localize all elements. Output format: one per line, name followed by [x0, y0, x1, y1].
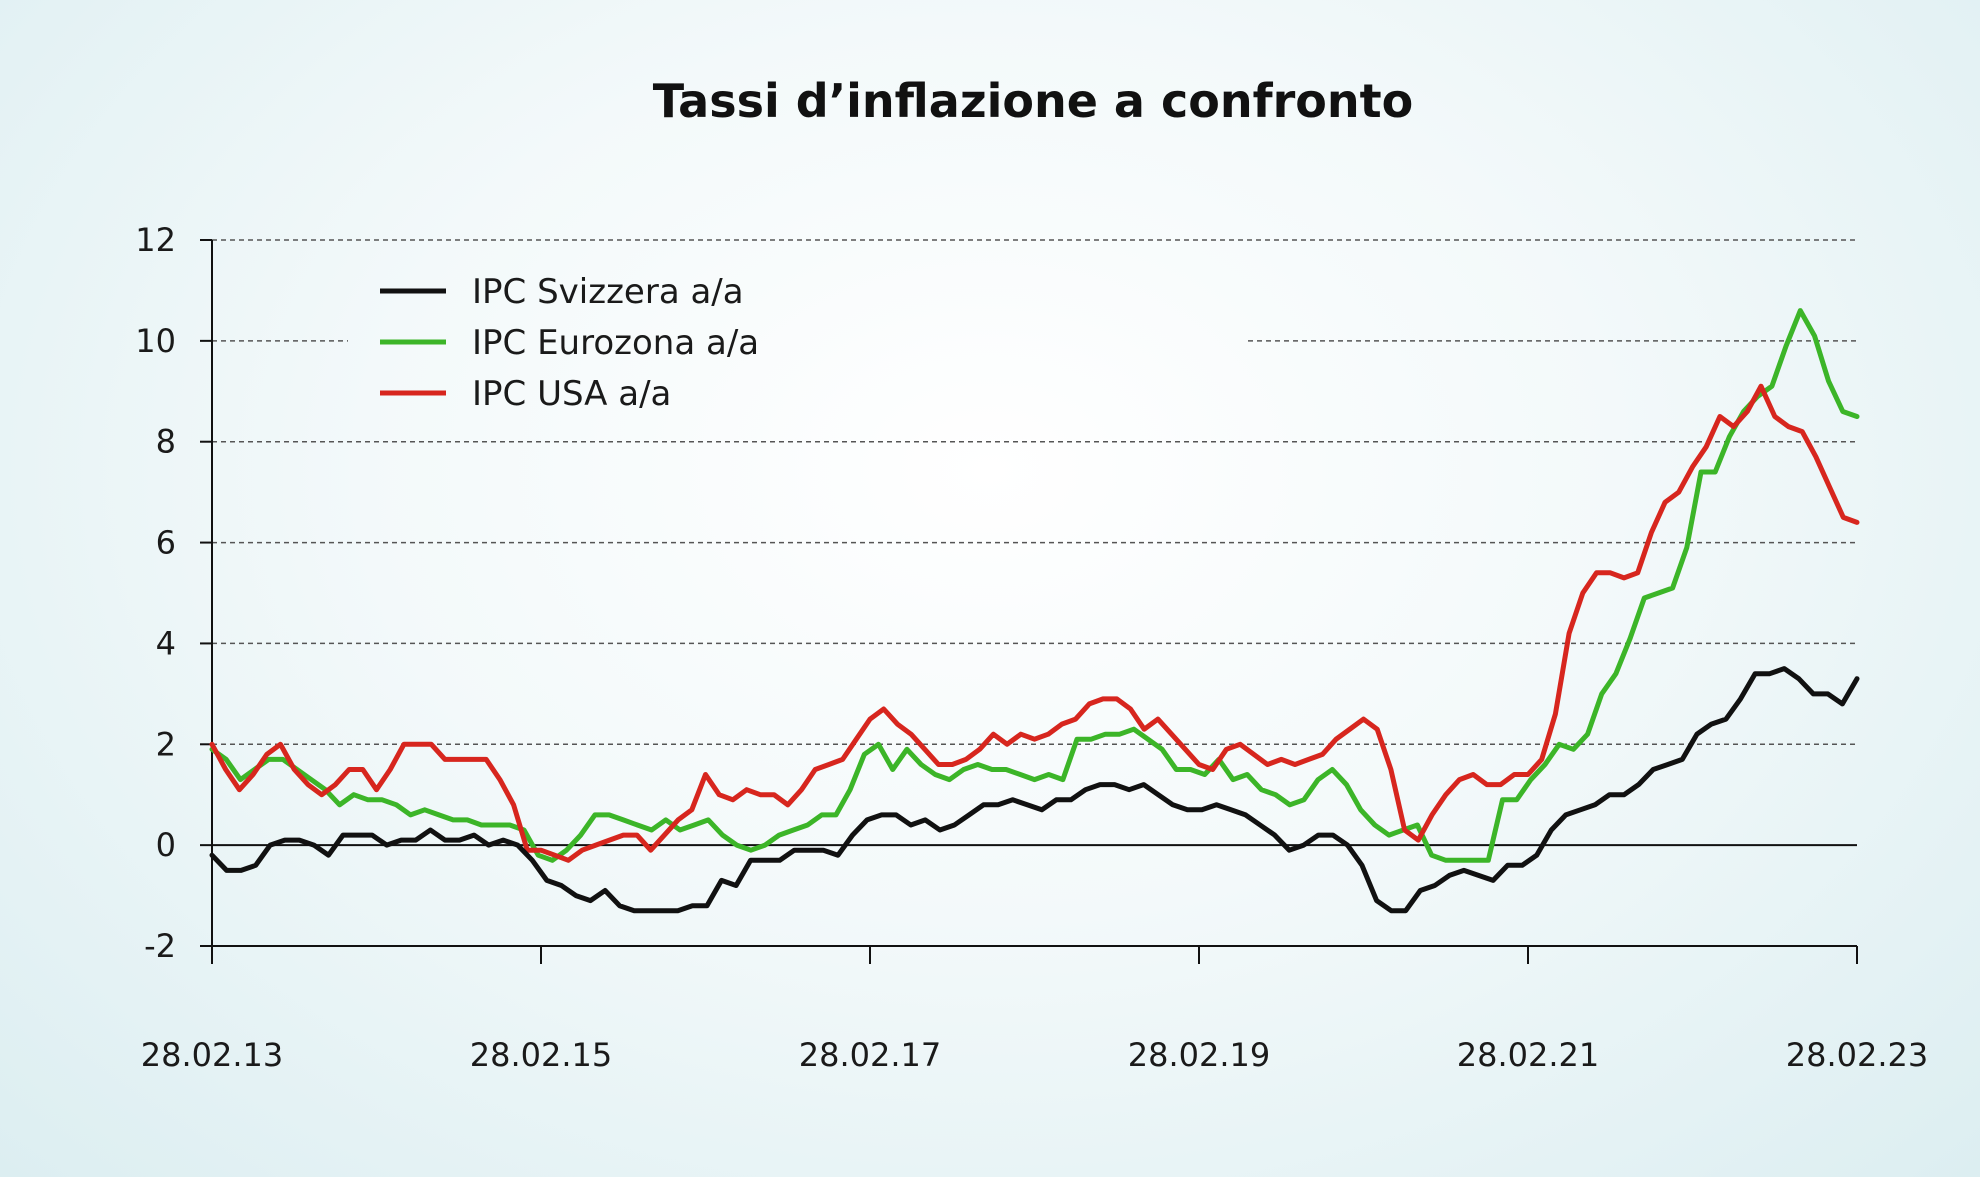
x-tick-label: 28.02.13	[141, 1036, 284, 1074]
series-line-ipc-eurozona-a-a	[209, 308, 1860, 863]
series-line-ipc-svizzera-a-a	[209, 666, 1860, 914]
y-tick-label: 6	[156, 524, 176, 562]
series-lines	[209, 308, 1860, 914]
y-tick-label: 10	[135, 322, 176, 360]
x-tick-label: 28.02.21	[1457, 1036, 1600, 1074]
x-tick-labels: 28.02.13 28.02.15 28.02.17 28.02.19 28.02.21…	[141, 1036, 1929, 1074]
chart-title: Tassi d’inflazione a confronto	[653, 74, 1414, 128]
gridlines	[212, 239, 1857, 847]
legend-label: IPC USA a/a	[472, 374, 671, 414]
x-tick-label: 28.02.15	[470, 1036, 613, 1074]
x-tick-label: 28.02.23	[1786, 1036, 1929, 1074]
y-tick-label: 12	[135, 221, 176, 259]
series-line-ipc-usa-a-a	[209, 383, 1860, 863]
x-tick-label: 28.02.19	[1128, 1036, 1271, 1074]
y-tick-label: 8	[156, 423, 176, 461]
axes	[200, 239, 1858, 964]
y-tick-labels: -2 0 2 4 6 8 10 12	[135, 221, 176, 965]
y-tick-label: 2	[156, 725, 176, 763]
x-tick-label: 28.02.17	[799, 1036, 942, 1074]
legend-label: IPC Eurozona a/a	[472, 323, 759, 363]
y-tick-label: 0	[156, 826, 176, 864]
legend-label: IPC Svizzera a/a	[472, 272, 744, 312]
y-tick-label: -2	[144, 927, 176, 965]
y-tick-label: 4	[156, 624, 176, 662]
legend: IPC Svizzera a/a IPC Eurozona a/a IPC USA …	[380, 272, 759, 414]
